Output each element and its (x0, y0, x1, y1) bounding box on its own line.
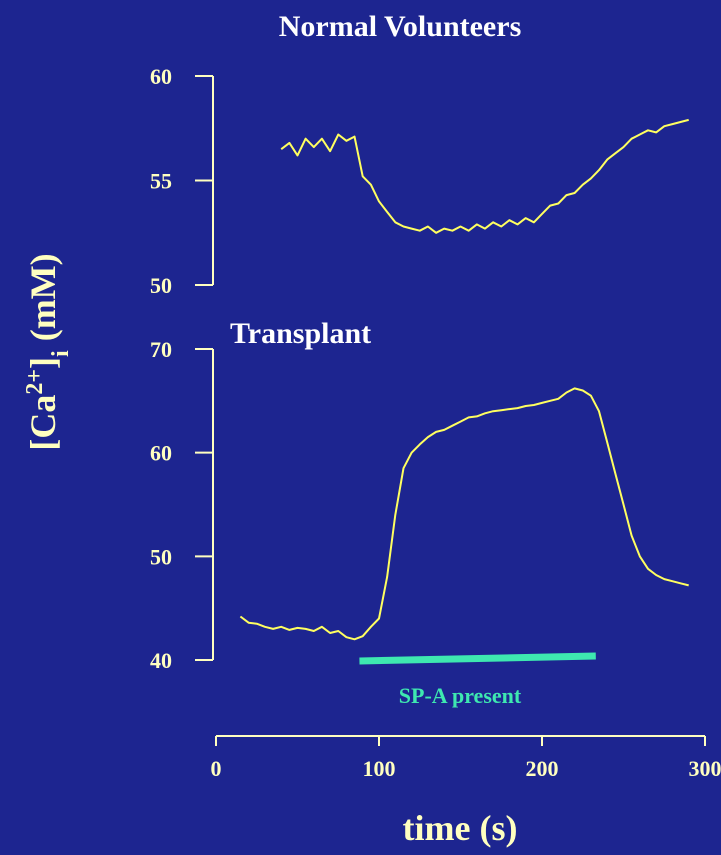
y-tick-label-1-2: 60 (150, 441, 172, 466)
panel-title-transplant: Transplant (230, 317, 371, 350)
trace-line-0-0 (280, 118, 689, 234)
axes: 50 55 60 40 50 60 70 0 100 200 300 (150, 64, 721, 781)
y-tick-label-0-2: 60 (150, 64, 172, 89)
x-tick-label-2: 200 (526, 756, 559, 781)
y-tick-label-1-0: 40 (150, 648, 172, 673)
x-tick-label-3: 300 (689, 756, 721, 781)
traces (239, 118, 689, 641)
trace-line-1-0 (239, 387, 689, 641)
panel-title-normal: Normal Volunteers (279, 10, 522, 43)
y-axis-label: [Ca2+]i (mM) (22, 253, 74, 450)
sp-a-bar (359, 652, 596, 665)
y-tick-label-0-0: 50 (150, 273, 172, 298)
x-axis-label: time (s) (403, 808, 518, 848)
y-tick-label-0-1: 55 (150, 169, 172, 194)
x-tick-label-0: 0 (211, 756, 222, 781)
y-tick-label-1-1: 50 (150, 544, 172, 569)
sp-a-label: SP-A present (399, 683, 522, 708)
y-tick-label-1-3: 70 (150, 337, 172, 362)
x-tick-label-1: 100 (363, 756, 396, 781)
